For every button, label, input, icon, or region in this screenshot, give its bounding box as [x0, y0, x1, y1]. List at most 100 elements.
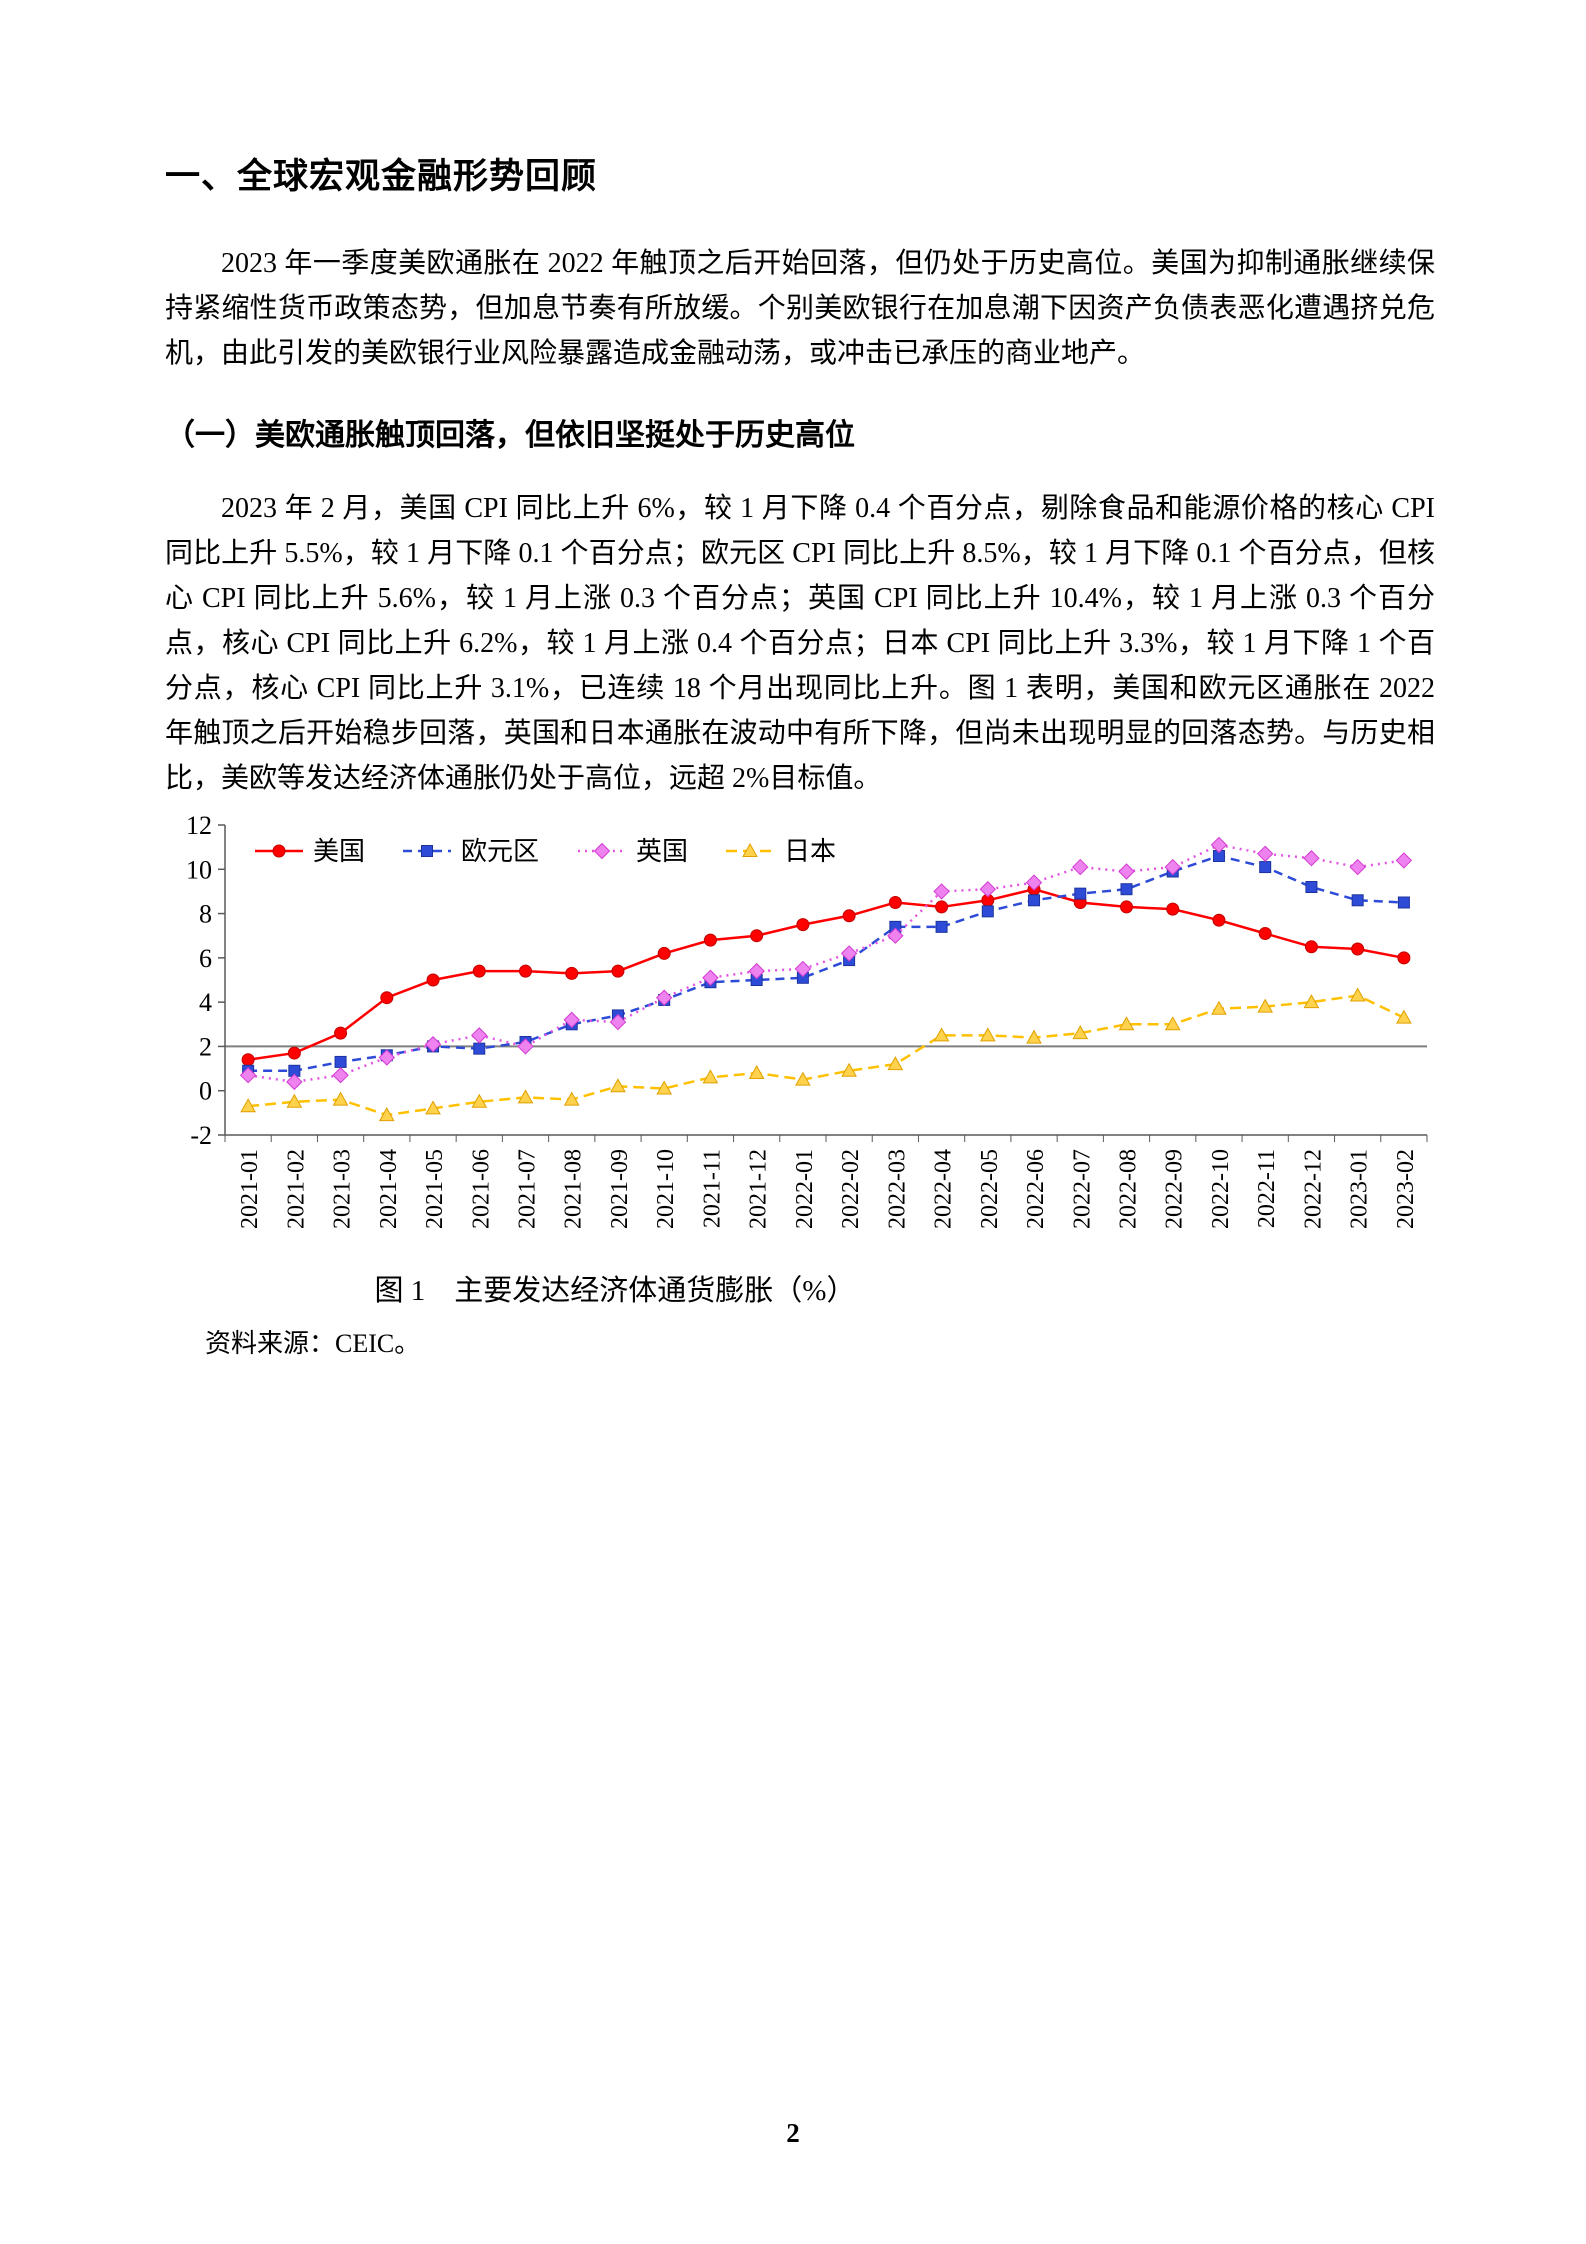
- data-point-marker: [1257, 998, 1274, 1013]
- data-point-marker: [563, 1091, 580, 1106]
- inflation-line-chart: -2 0 2 4 6 8 10 12 2021-01 2021-02 2021-03 2021-04 2…: [186, 813, 1428, 1229]
- series-美国: [241, 882, 1411, 1067]
- x-tick-label: 2021-06: [468, 1149, 494, 1229]
- y-tick-label: 4: [199, 988, 212, 1017]
- data-point-marker: [471, 1093, 488, 1108]
- x-tick-label: 2021-08: [561, 1149, 587, 1229]
- data-point-marker: [334, 1026, 348, 1040]
- figure-source: 资料来源：CEIC。: [205, 1329, 421, 1358]
- x-tick-label: 2022-07: [1069, 1149, 1095, 1229]
- data-point-marker: [473, 1042, 486, 1055]
- data-point-marker: [887, 1056, 904, 1071]
- data-point-marker: [1120, 883, 1133, 896]
- y-tick-label: 0: [199, 1077, 212, 1106]
- data-point-marker: [1210, 836, 1228, 854]
- data-point-marker: [1120, 900, 1133, 914]
- data-point-marker: [1258, 927, 1272, 940]
- data-point-marker: [750, 929, 764, 943]
- data-point-marker: [1028, 894, 1041, 907]
- legend-item-日本: 日本: [726, 837, 836, 866]
- page-content: 一、全球宏观金融形势回顾 2023 年一季度美欧通胀在 2022 年触顶之后开始…: [165, 157, 1435, 1358]
- x-tick-label: 2022-05: [977, 1149, 1003, 1229]
- x-tick-label: 2021-11: [699, 1149, 725, 1228]
- data-point-marker: [656, 1080, 673, 1095]
- data-point-marker: [240, 1098, 256, 1113]
- legend-label: 欧元区: [461, 837, 539, 866]
- data-point-marker: [334, 1055, 347, 1068]
- data-point-marker: [1072, 1025, 1089, 1040]
- x-tick-label: 2022-06: [1023, 1149, 1049, 1229]
- data-point-marker: [565, 966, 579, 980]
- data-point-marker: [1164, 858, 1181, 876]
- data-point-marker: [239, 1067, 257, 1084]
- paragraph-overview: 2023 年一季度美欧通胀在 2022 年触顶之后开始回落，但仍处于历史高位。美…: [165, 248, 1435, 369]
- data-point-marker: [1397, 896, 1410, 909]
- data-point-marker: [1349, 987, 1366, 1002]
- x-tick-label: 2022-02: [838, 1149, 864, 1229]
- data-point-marker: [1304, 940, 1318, 954]
- data-point-marker: [471, 1027, 488, 1044]
- data-point-marker: [1118, 1016, 1135, 1031]
- data-point-marker: [611, 964, 625, 978]
- x-tick-label: 2021-12: [746, 1149, 772, 1229]
- legend-label: 日本: [784, 837, 836, 866]
- data-point-marker: [378, 1107, 395, 1122]
- y-tick-label: 8: [199, 900, 212, 929]
- x-tick-label: 2021-10: [653, 1149, 679, 1229]
- data-point-marker: [332, 1067, 349, 1084]
- x-tick-label: 2021-07: [515, 1149, 541, 1229]
- legend-item-英国: 英国: [578, 837, 688, 866]
- data-point-marker: [286, 1093, 303, 1108]
- data-point-marker: [1164, 1016, 1181, 1031]
- data-point-marker: [1072, 858, 1089, 876]
- page-number: 2: [786, 2118, 800, 2148]
- data-point-marker: [841, 1062, 857, 1077]
- paragraph-cpi-detail: 2023 年 2 月，美国 CPI 同比上升 6%，较 1 月下降 0.4 个百…: [165, 493, 1435, 794]
- data-point-marker: [426, 973, 440, 987]
- data-point-marker: [517, 1089, 534, 1104]
- data-point-marker: [424, 1036, 442, 1053]
- data-point-marker: [655, 989, 673, 1006]
- data-point-marker: [380, 991, 394, 1005]
- data-point-marker: [421, 845, 433, 857]
- data-point-marker: [933, 1027, 950, 1042]
- x-tick-label: 2022-04: [931, 1149, 957, 1229]
- data-point-marker: [563, 1011, 580, 1029]
- x-tick-label: 2022-12: [1300, 1149, 1326, 1229]
- data-point-marker: [1256, 845, 1274, 862]
- data-point-marker: [378, 1049, 396, 1066]
- data-point-marker: [742, 842, 758, 857]
- data-point-marker: [1303, 994, 1320, 1009]
- data-point-marker: [332, 1091, 349, 1106]
- y-tick-label: -2: [190, 1121, 212, 1150]
- data-point-marker: [1303, 850, 1320, 867]
- y-tick-label: 12: [186, 813, 212, 840]
- legend-item-欧元区: 欧元区: [403, 837, 539, 866]
- data-point-marker: [1259, 861, 1272, 874]
- series-line: [248, 854, 1404, 1073]
- data-point-marker: [933, 883, 950, 900]
- x-tick-label: 2022-09: [1162, 1149, 1188, 1229]
- data-point-marker: [840, 945, 858, 962]
- legend-label: 英国: [636, 837, 688, 866]
- data-point-marker: [657, 946, 671, 960]
- data-point-marker: [519, 964, 532, 978]
- legend-label: 美国: [313, 837, 365, 866]
- x-tick-label: 2021-03: [330, 1149, 356, 1229]
- series-英国: [239, 836, 1413, 1091]
- x-tick-label: 2021-04: [376, 1149, 402, 1229]
- data-point-marker: [1166, 902, 1180, 916]
- data-point-marker: [472, 964, 486, 978]
- x-tick-label: 2023-02: [1393, 1149, 1419, 1229]
- data-point-marker: [1211, 1000, 1227, 1015]
- x-tick-label: 2022-08: [1116, 1149, 1142, 1229]
- series-欧元区: [242, 850, 1410, 1077]
- data-point-marker: [593, 842, 611, 860]
- data-point-marker: [286, 1073, 303, 1091]
- data-point-marker: [1349, 858, 1366, 876]
- x-tick-label: 2021-01: [237, 1149, 263, 1229]
- figure-caption: 图 1 主要发达经济体通货膨胀（%）: [374, 1275, 856, 1307]
- data-point-marker: [1025, 874, 1043, 891]
- data-point-marker: [748, 962, 765, 980]
